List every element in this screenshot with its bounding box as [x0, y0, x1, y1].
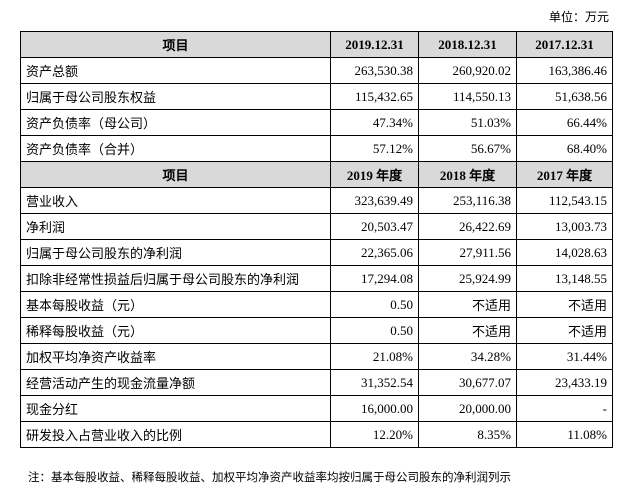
value-cell: 不适用	[418, 291, 517, 318]
value-cell: 不适用	[418, 317, 517, 344]
data-row: 资产负债率（母公司） 47.34% 51.03% 66.44%	[20, 109, 613, 136]
value-cell: 13,148.55	[516, 265, 613, 292]
value-cell: 163,386.46	[516, 57, 613, 84]
label-cell: 营业收入	[20, 187, 331, 214]
header-cell: 2019.12.31	[330, 31, 419, 58]
value-cell: 0.50	[330, 317, 419, 344]
value-cell: 17,294.08	[330, 265, 419, 292]
label-cell: 研发投入占营业收入的比例	[20, 421, 331, 448]
value-cell: 263,530.38	[330, 57, 419, 84]
label-cell: 资产总额	[20, 57, 331, 84]
value-cell: 31,352.54	[330, 369, 419, 396]
data-row: 归属于母公司股东的净利润 22,365.06 27,911.56 14,028.63	[20, 239, 613, 266]
label-cell: 资产负债率（母公司）	[20, 109, 331, 136]
value-cell: 51,638.56	[516, 83, 613, 110]
value-cell: 14,028.63	[516, 239, 613, 266]
value-cell: 23,433.19	[516, 369, 613, 396]
value-cell: 112,543.15	[516, 187, 613, 214]
value-cell: 253,116.38	[418, 187, 517, 214]
value-cell: 51.03%	[418, 109, 517, 136]
header-cell: 2018.12.31	[418, 31, 517, 58]
header-row: 项目 2019 年度 2018 年度 2017 年度	[20, 161, 613, 188]
header-cell: 2017 年度	[516, 161, 613, 188]
data-row: 研发投入占营业收入的比例 12.20% 8.35% 11.08%	[20, 421, 613, 448]
data-row: 基本每股收益（元） 0.50 不适用 不适用	[20, 291, 613, 318]
data-row: 现金分红 16,000.00 20,000.00-	[20, 395, 613, 422]
unit-label: 单位：万元	[548, 10, 609, 24]
value-cell: -	[516, 395, 613, 422]
label-cell: 归属于母公司股东权益	[20, 83, 331, 110]
value-cell: 16,000.00	[330, 395, 419, 422]
data-row: 营业收入 323,639.49 253,116.38 112,543.15	[20, 187, 613, 214]
data-table: 项目 2019.12.31 2018.12.31 2017.12.31 资产总额 263,…	[20, 31, 613, 448]
header-cell: 项目	[20, 161, 331, 188]
data-row: 净利润 20,503.47 26,422.69 13,003.73	[20, 213, 613, 240]
header-cell: 项目	[20, 31, 331, 58]
value-cell: 114,550.13	[418, 83, 517, 110]
value-cell: 11.08%	[516, 421, 613, 448]
value-cell: 8.35%	[418, 421, 517, 448]
value-cell: 20,503.47	[330, 213, 419, 240]
label-cell: 基本每股收益（元）	[20, 291, 331, 318]
label-cell: 净利润	[20, 213, 331, 240]
header-row: 项目 2019.12.31 2018.12.31 2017.12.31	[20, 31, 613, 58]
value-cell: 13,003.73	[516, 213, 613, 240]
value-cell: 56.67%	[418, 135, 517, 162]
value-cell: 0.50	[330, 291, 419, 318]
data-row: 资产负债率（合并） 57.12% 56.67% 68.40%	[20, 135, 613, 162]
value-cell: 68.40%	[516, 135, 613, 162]
value-cell: 30,677.07	[418, 369, 517, 396]
value-cell: 34.28%	[418, 343, 517, 370]
footnote: 注：基本每股收益、稀释每股收益、加权平均净资产收益率均按归属于母公司股东的净利润…	[28, 472, 511, 484]
value-cell: 323,639.49	[330, 187, 419, 214]
value-cell: 31.44%	[516, 343, 613, 370]
data-row: 归属于母公司股东权益 115,432.65 114,550.13 51,638.56	[20, 83, 613, 110]
value-cell: 26,422.69	[418, 213, 517, 240]
label-cell: 稀释每股收益（元）	[20, 317, 331, 344]
value-cell: 12.20%	[330, 421, 419, 448]
header-cell: 2019 年度	[330, 161, 419, 188]
value-cell: 25,924.99	[418, 265, 517, 292]
label-cell: 现金分红	[20, 395, 331, 422]
label-cell: 经营活动产生的现金流量净额	[20, 369, 331, 396]
data-row: 加权平均净资产收益率 21.08% 34.28% 31.44%	[20, 343, 613, 370]
value-cell: 21.08%	[330, 343, 419, 370]
value-cell: 260,920.02	[418, 57, 517, 84]
label-cell: 资产负债率（合并）	[20, 135, 331, 162]
value-cell: 57.12%	[330, 135, 419, 162]
value-cell: 27,911.56	[418, 239, 517, 266]
value-cell: 不适用	[516, 317, 613, 344]
data-row: 经营活动产生的现金流量净额 31,352.54 30,677.07 23,433.19	[20, 369, 613, 396]
header-cell: 2018 年度	[418, 161, 517, 188]
value-cell: 115,432.65	[330, 83, 419, 110]
data-row: 扣除非经常性损益后归属于母公司股东的净利润 17,294.08 25,924.99 1…	[20, 265, 613, 292]
data-row: 资产总额 263,530.38 260,920.02 163,386.46	[20, 57, 613, 84]
label-cell: 加权平均净资产收益率	[20, 343, 331, 370]
data-row: 稀释每股收益（元） 0.50 不适用 不适用	[20, 317, 613, 344]
value-cell: 22,365.06	[330, 239, 419, 266]
value-cell: 47.34%	[330, 109, 419, 136]
value-cell: 不适用	[516, 291, 613, 318]
header-cell: 2017.12.31	[516, 31, 613, 58]
label-cell: 扣除非经常性损益后归属于母公司股东的净利润	[20, 265, 331, 292]
value-cell: 20,000.00	[418, 395, 517, 422]
label-cell: 归属于母公司股东的净利润	[20, 239, 331, 266]
value-cell: 66.44%	[516, 109, 613, 136]
